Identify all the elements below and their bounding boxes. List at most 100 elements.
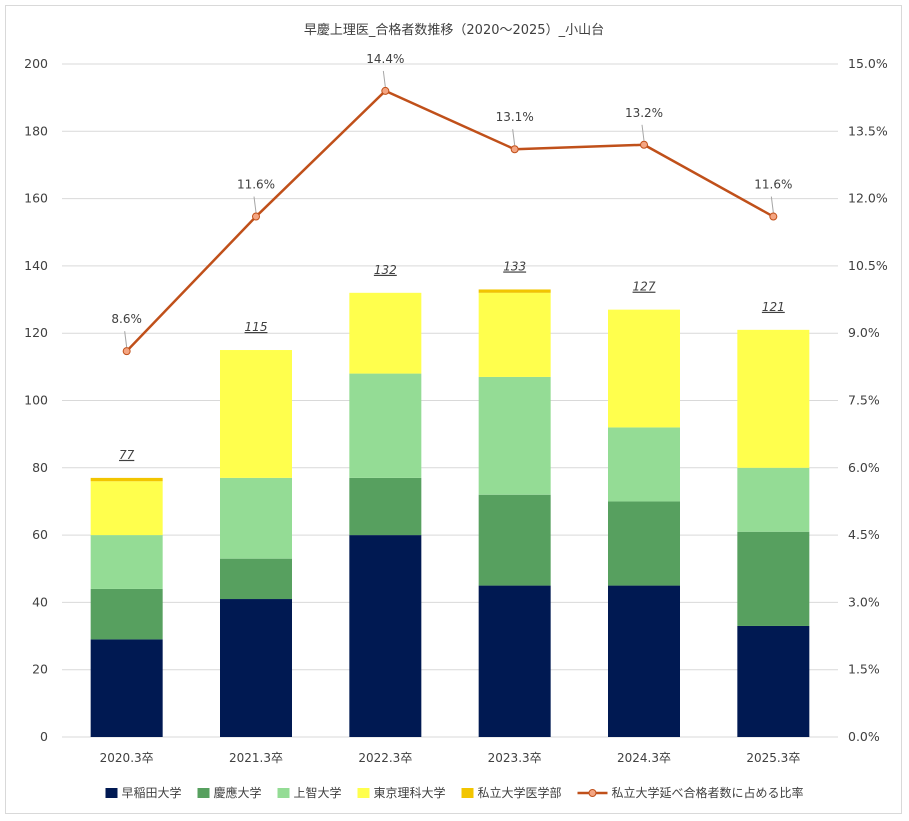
ratio-series-line xyxy=(125,89,774,353)
bar-segment xyxy=(220,599,292,737)
category-label: 2024.3卒 xyxy=(617,751,671,765)
leader-line xyxy=(512,129,516,146)
ratio-line: 8.6% 11.6% 14.4% 13.1% 13.2% 11.6% xyxy=(111,52,792,356)
right-tick-label: 0.0% xyxy=(848,729,880,744)
total-label: 133 xyxy=(503,259,526,273)
leader-line xyxy=(253,196,257,213)
ratio-point xyxy=(252,212,260,221)
legend-label: 上智大学 xyxy=(294,785,342,800)
legend-swatch xyxy=(357,788,370,798)
right-tick-label: 4.5% xyxy=(848,527,880,542)
legend-swatch xyxy=(461,788,474,798)
bar-segment xyxy=(90,535,163,589)
legend-swatch xyxy=(277,788,290,798)
legend-label: 東京理科大学 xyxy=(374,785,446,800)
category-label: 2021.3卒 xyxy=(229,751,283,765)
bar-segment xyxy=(608,501,680,586)
leader-line xyxy=(770,196,774,213)
category-label: 2025.3卒 xyxy=(746,751,800,765)
bar-segment xyxy=(608,585,680,737)
bars xyxy=(90,289,810,737)
ratio-label: 11.6% xyxy=(237,178,275,192)
legend-swatch xyxy=(105,788,118,798)
ratio-label: 8.6% xyxy=(111,312,142,326)
bar-segment xyxy=(608,309,680,428)
total-label: 115 xyxy=(245,320,268,334)
right-tick-label: 6.0% xyxy=(848,460,880,475)
legend-marker xyxy=(588,789,597,797)
bar-segment xyxy=(349,477,422,536)
left-tick-label: 120 xyxy=(24,325,48,340)
bar-segment xyxy=(478,289,551,293)
bar-segment xyxy=(608,427,680,502)
gridlines xyxy=(62,63,838,738)
legend-label: 慶應大学 xyxy=(214,785,262,800)
bar-segment xyxy=(737,625,810,737)
bar-segment xyxy=(220,558,292,600)
bar-segment xyxy=(478,494,551,586)
bar-segment xyxy=(349,535,422,737)
right-tick-label: 15.0% xyxy=(848,56,888,71)
bar-segment xyxy=(90,481,163,536)
legend-swatch xyxy=(197,788,210,798)
ratio-point xyxy=(769,212,778,221)
bar-segment xyxy=(90,477,163,482)
right-tick-label: 1.5% xyxy=(848,662,880,677)
right-axis: 0.0% 1.5% 3.0% 4.5% 6.0% 7.5% 9.0% 10.5% 12.0% 13… xyxy=(848,56,888,744)
ratio-point xyxy=(640,140,648,149)
left-tick-label: 0 xyxy=(40,729,48,744)
left-tick-label: 200 xyxy=(24,56,48,71)
right-tick-label: 7.5% xyxy=(848,393,880,408)
left-tick-label: 40 xyxy=(32,594,48,609)
total-label: 132 xyxy=(374,263,397,277)
ratio-label: 11.6% xyxy=(754,178,792,192)
bar-segment xyxy=(478,585,551,737)
left-tick-label: 20 xyxy=(32,662,48,677)
left-tick-label: 160 xyxy=(24,191,48,206)
left-tick-label: 140 xyxy=(24,258,48,273)
bar-segment xyxy=(220,350,292,478)
category-labels: 2020.3卒 2021.3卒 2022.3卒 2023.3卒 2024.3卒 2025.… xyxy=(100,751,801,765)
bar-segment xyxy=(90,639,163,737)
left-tick-label: 80 xyxy=(32,460,48,475)
bar-segment xyxy=(349,373,422,478)
left-tick-label: 180 xyxy=(24,123,48,138)
legend: 早稲田大学 慶應大学 上智大学 東京理科大学 私立大学医学部 私立大学延べ合格者数に占める… xyxy=(105,785,804,800)
total-label: 121 xyxy=(762,300,785,314)
leader-line xyxy=(382,70,386,87)
bar-segment xyxy=(349,292,422,374)
chart-title: 早慶上理医_合格者数推移（2020～2025）_小山台 xyxy=(304,22,604,38)
ratio-label: 13.2% xyxy=(625,106,663,120)
right-tick-label: 3.0% xyxy=(848,594,880,609)
total-labels: 77 115 132 133 127 121 xyxy=(119,259,785,461)
category-label: 2022.3卒 xyxy=(358,751,412,765)
bar-segment xyxy=(737,467,810,532)
ratio-point xyxy=(381,86,390,95)
right-tick-label: 13.5% xyxy=(848,123,888,138)
ratio-point xyxy=(510,145,519,154)
bar-segment xyxy=(90,588,163,640)
ratio-label: 14.4% xyxy=(366,52,404,66)
right-tick-label: 9.0% xyxy=(848,325,880,340)
left-axis: 0 20 40 60 80 100 120 140 160 180 200 xyxy=(24,56,48,744)
bar-segment xyxy=(737,531,810,626)
bar-segment xyxy=(478,376,551,495)
leader-line xyxy=(124,331,128,348)
left-tick-label: 100 xyxy=(24,393,48,408)
leader-line xyxy=(641,124,645,141)
bar-segment xyxy=(737,329,810,468)
total-label: 77 xyxy=(119,448,135,462)
total-label: 127 xyxy=(633,280,656,294)
legend-label: 私立大学延べ合格者数に占める比率 xyxy=(612,785,804,800)
bar-segment xyxy=(478,292,551,377)
right-tick-label: 10.5% xyxy=(848,258,888,273)
legend-label: 早稲田大学 xyxy=(122,785,182,800)
left-tick-label: 60 xyxy=(32,527,48,542)
category-label: 2023.3卒 xyxy=(488,751,542,765)
right-tick-label: 12.0% xyxy=(848,191,888,206)
ratio-label: 13.1% xyxy=(496,110,534,124)
bar-segment xyxy=(220,477,292,559)
category-label: 2020.3卒 xyxy=(100,751,154,765)
legend-label: 私立大学医学部 xyxy=(478,785,562,800)
